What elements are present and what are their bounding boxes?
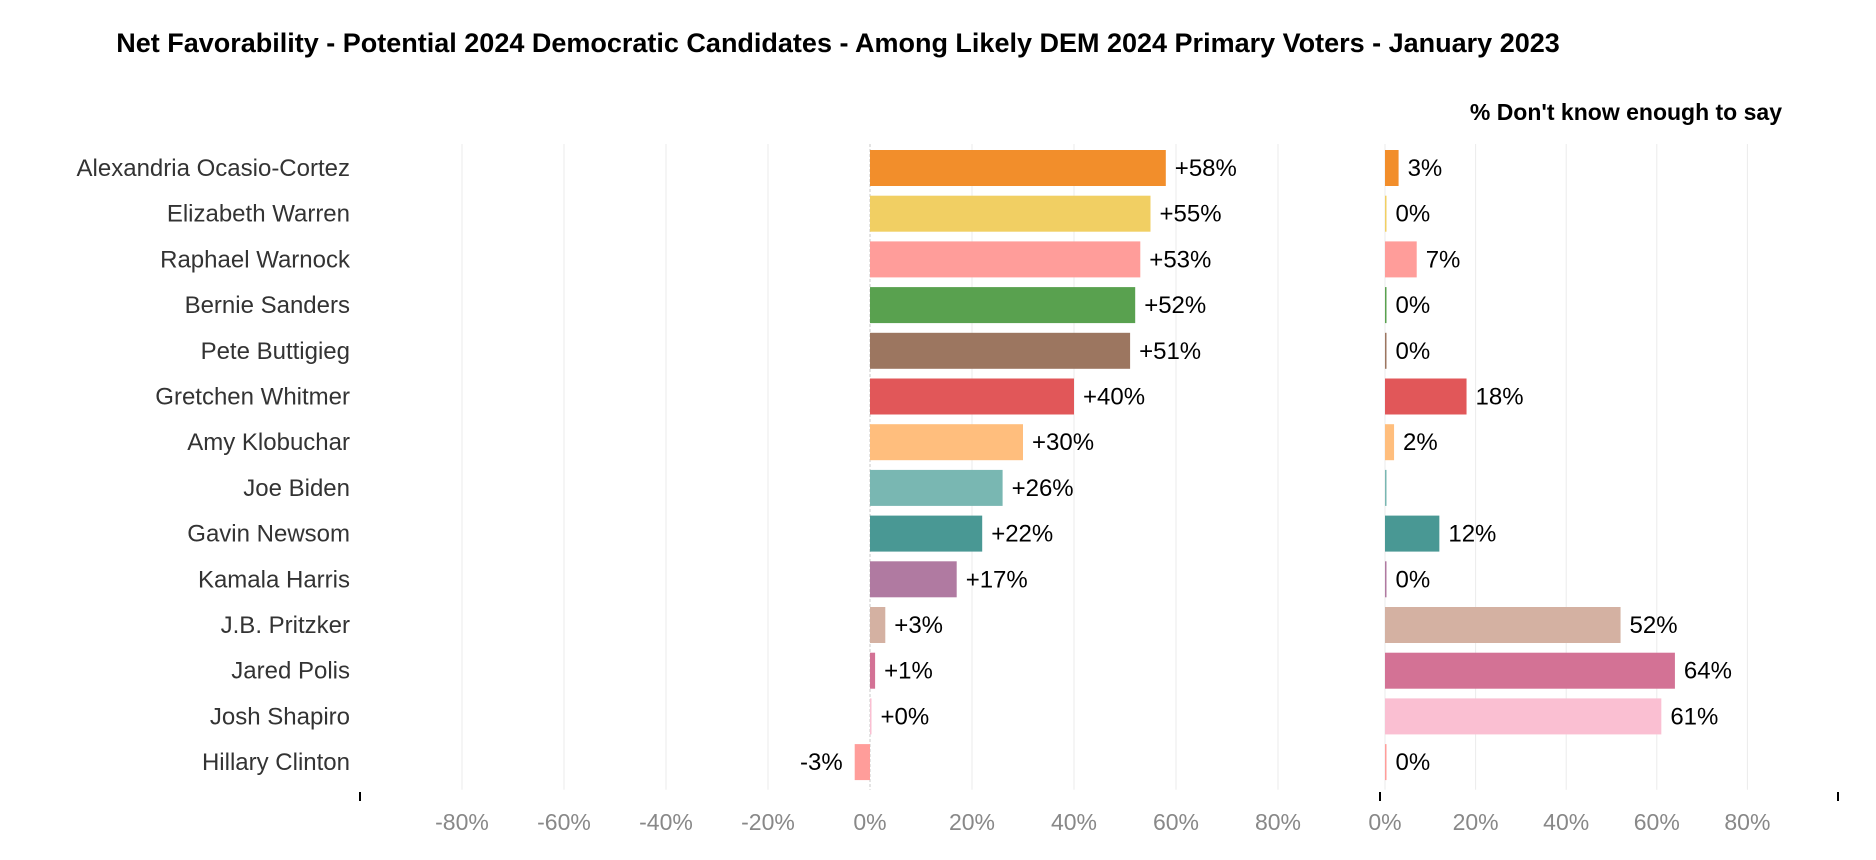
data-label: 0%	[1396, 201, 1431, 228]
data-label: +40%	[1083, 384, 1145, 411]
bar	[870, 698, 872, 735]
bar	[870, 561, 957, 598]
data-label: 2%	[1403, 429, 1438, 456]
bar	[1385, 378, 1467, 415]
bar	[854, 744, 870, 781]
candidate-label: Pete Buttigieg	[201, 338, 350, 365]
candidate-label: Jared Polis	[231, 658, 350, 685]
bar	[1385, 561, 1387, 598]
tick-label: -20%	[741, 809, 795, 835]
candidate-label: Gretchen Whitmer	[155, 384, 350, 411]
candidate-label: Elizabeth Warren	[167, 201, 350, 228]
bar	[870, 150, 1166, 186]
bar	[870, 241, 1141, 278]
data-label: +3%	[894, 612, 943, 639]
tick-label: -40%	[639, 809, 693, 835]
bar	[1385, 332, 1387, 369]
bar	[870, 469, 1003, 506]
tick-label: 40%	[1543, 809, 1589, 835]
tick-label: 20%	[949, 809, 995, 835]
bar	[1385, 698, 1662, 735]
chart-title: Net Favorability - Potential 2024 Democr…	[116, 28, 1560, 58]
candidate-label: J.B. Pritzker	[221, 612, 350, 639]
bar	[1385, 195, 1387, 232]
data-label: 3%	[1408, 155, 1443, 182]
data-label: 7%	[1426, 246, 1461, 273]
data-label: 12%	[1448, 521, 1496, 548]
data-label: 64%	[1684, 658, 1732, 685]
data-label: 52%	[1630, 612, 1678, 639]
data-label: +53%	[1149, 246, 1211, 273]
candidate-label: Kamala Harris	[198, 566, 350, 593]
tick-label: -60%	[537, 809, 591, 835]
bar	[870, 607, 886, 643]
data-label: +22%	[991, 521, 1053, 548]
data-label: 18%	[1476, 384, 1524, 411]
tick-label: 60%	[1634, 809, 1680, 835]
data-label: 0%	[1396, 292, 1431, 319]
bar	[870, 287, 1136, 324]
bar	[1385, 744, 1387, 781]
data-label: +51%	[1139, 338, 1201, 365]
bar	[1385, 424, 1395, 461]
data-label: +55%	[1160, 201, 1222, 228]
data-label: +26%	[1012, 475, 1074, 502]
data-label: 0%	[1396, 338, 1431, 365]
bar	[870, 515, 983, 552]
panel-header: % Don't know enough to say	[1470, 99, 1782, 125]
bar	[1385, 150, 1399, 186]
bar	[870, 332, 1131, 369]
bar	[1385, 287, 1387, 324]
candidate-label: Amy Klobuchar	[187, 429, 350, 456]
tick-label: 0%	[853, 809, 886, 835]
candidate-label: Raphael Warnock	[160, 246, 351, 273]
bar	[870, 424, 1023, 461]
data-label: 0%	[1396, 566, 1431, 593]
tick-label: 0%	[1368, 809, 1401, 835]
bar	[1385, 652, 1675, 689]
candidate-label: Bernie Sanders	[185, 292, 350, 319]
data-label: +0%	[881, 703, 930, 730]
bar	[1385, 515, 1440, 552]
tick-label: 60%	[1153, 809, 1199, 835]
candidate-label: Josh Shapiro	[210, 703, 350, 730]
bar	[1385, 241, 1417, 278]
candidate-label: Joe Biden	[243, 475, 350, 502]
data-label: +58%	[1175, 155, 1237, 182]
tick-label: 20%	[1453, 809, 1499, 835]
data-label: +1%	[884, 658, 933, 685]
bar	[870, 195, 1151, 232]
bar	[1385, 469, 1387, 506]
data-label: +30%	[1032, 429, 1094, 456]
data-label: +52%	[1144, 292, 1206, 319]
data-label: -3%	[800, 749, 843, 776]
data-label: +17%	[966, 566, 1028, 593]
bar	[870, 652, 876, 689]
tick-label: -80%	[435, 809, 489, 835]
tick-label: 80%	[1255, 809, 1301, 835]
tick-label: 80%	[1724, 809, 1770, 835]
candidate-label: Hillary Clinton	[202, 749, 350, 776]
bar	[870, 378, 1074, 415]
bar	[1385, 607, 1621, 643]
candidate-label: Gavin Newsom	[187, 521, 350, 548]
tick-label: 40%	[1051, 809, 1097, 835]
candidate-label: Alexandria Ocasio-Cortez	[77, 155, 350, 182]
data-label: 0%	[1396, 749, 1431, 776]
data-label: 61%	[1670, 703, 1718, 730]
